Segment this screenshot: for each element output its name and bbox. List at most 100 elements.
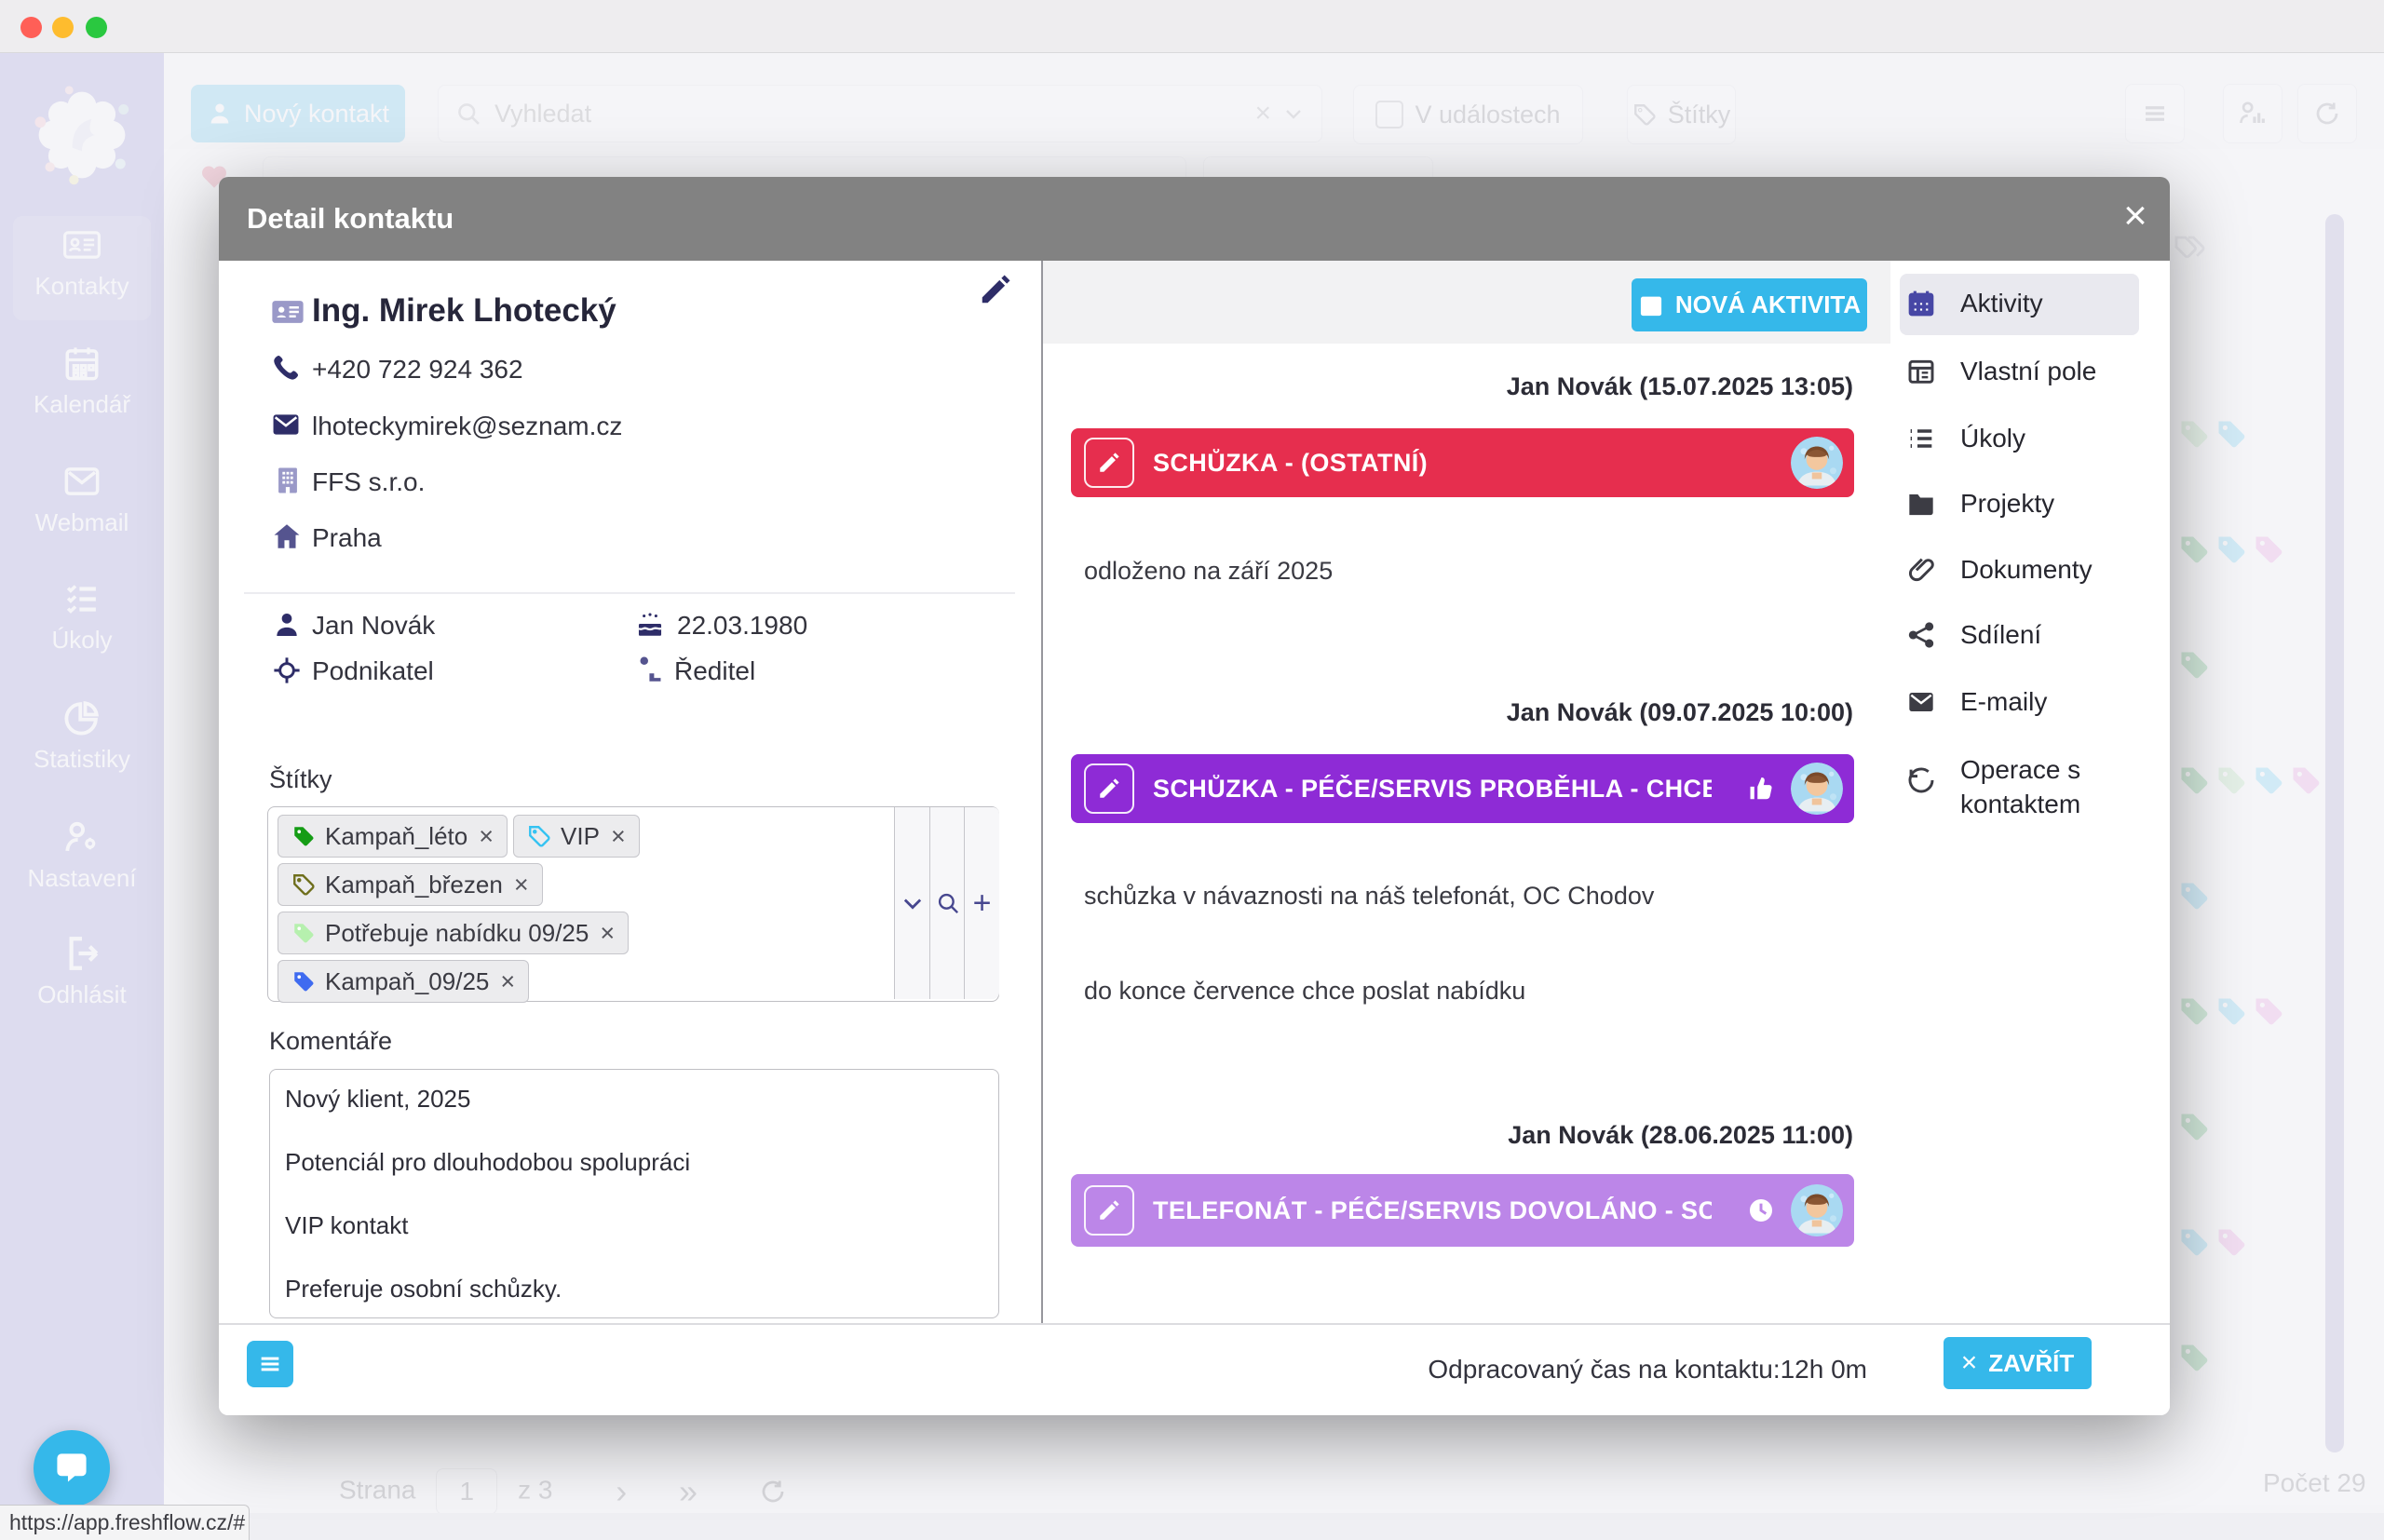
company-icon (272, 464, 304, 497)
edit-activity-icon[interactable] (1084, 438, 1134, 488)
status-url-tooltip: https://app.freshflow.cz/# (0, 1505, 250, 1540)
tags-section-label: Štítky (269, 765, 332, 793)
traffic-minimize-button[interactable] (52, 17, 74, 38)
tags-search-button[interactable] (929, 807, 965, 999)
tag-chip: Kampaň_09/25 × (278, 960, 530, 1003)
avatar (1791, 1184, 1843, 1236)
tag-chip: Kampaň_březen × (278, 863, 543, 906)
chevron-down-icon (900, 890, 926, 916)
tab-vlastni-pole[interactable]: Vlastní pole (1906, 357, 2096, 386)
edit-contact-icon[interactable] (978, 272, 1013, 307)
activity-card[interactable]: SCHŮZKA - (OSTATNÍ) (1071, 428, 1854, 497)
traffic-close-button[interactable] (20, 17, 42, 38)
activity-title: TELEFONÁT - PÉČE/SERVIS DOVOLÁNO - SCHŮZ… (1153, 1196, 1712, 1224)
contact-card-icon (267, 294, 308, 330)
activity-card[interactable]: TELEFONÁT - PÉČE/SERVIS DOVOLÁNO - SCHŮZ… (1071, 1174, 1854, 1247)
tag-chip: Potřebuje nabídku 09/25 × (278, 912, 630, 954)
owner-icon (272, 610, 302, 640)
activity-note: schůzka v návaznosti na náš telefonát, O… (1084, 882, 1655, 910)
remove-tag-icon[interactable]: × (610, 821, 626, 850)
birthday-cake-icon (634, 608, 666, 640)
contact-detail-modal: Detail kontaktu × Ing. Mirek Lhotecký +4… (219, 177, 2170, 1415)
worked-time-label: Odpracovaný čas na kontaktu:12h 0m (1428, 1355, 1867, 1384)
tab-sdileni[interactable]: Sdílení (1906, 620, 2041, 650)
footer-menu-button[interactable] (247, 1341, 293, 1387)
calendar-icon (1638, 292, 1664, 318)
edit-activity-icon[interactable] (1084, 1185, 1134, 1236)
activity-note: do konce července chce poslat nabídku (1084, 977, 1526, 1005)
contact-position: Ředitel (674, 656, 756, 685)
history-icon (1906, 765, 1936, 795)
menu-active-highlight (1900, 274, 2139, 335)
tag-icon (291, 872, 316, 897)
contact-owner: Jan Novák (312, 611, 436, 640)
clock-icon (1746, 1196, 1776, 1225)
contact-company: FFS s.r.o. (312, 467, 426, 496)
tag-chip: VIP × (513, 815, 640, 858)
share-icon (1906, 620, 1936, 650)
comments-section-label: Komentáře (269, 1027, 393, 1055)
remove-tag-icon[interactable]: × (500, 966, 516, 995)
tags-expand-button[interactable] (894, 807, 929, 999)
close-x-icon: × (1960, 1347, 1978, 1378)
new-activity-button[interactable]: NOVÁ AKTIVITA (1632, 278, 1867, 331)
modal-footer: Odpracovaný čas na kontaktu:12h 0m × ZAV… (219, 1323, 2170, 1415)
card-divider (244, 592, 1015, 594)
modal-close-icon[interactable]: × (2123, 193, 2147, 238)
activity-note: odloženo na září 2025 (1084, 557, 1334, 585)
contact-name: Ing. Mirek Lhotecký (312, 292, 616, 329)
tab-ukoly[interactable]: Úkoly (1906, 424, 2025, 453)
activity-card[interactable]: SCHŮZKA - PÉČE/SERVIS PROBĚHLA - CHCE PO… (1071, 754, 1854, 823)
tag-icon (291, 824, 316, 848)
contact-city: Praha (312, 523, 382, 552)
avatar (1791, 437, 1843, 489)
tab-dokumenty[interactable]: Dokumenty (1906, 555, 2093, 585)
modal-header: Detail kontaktu × (219, 177, 2170, 261)
segment-icon (272, 655, 302, 685)
macos-titlebar (0, 0, 2384, 53)
remove-tag-icon[interactable]: × (600, 918, 616, 947)
paperclip-icon (1906, 555, 1936, 585)
activity-author-line: Jan Novák (15.07.2025 13:05) (1506, 372, 1853, 400)
envelope-icon (1906, 687, 1936, 717)
contact-segment: Podnikatel (312, 656, 434, 685)
tab-operace-s-kontaktem[interactable]: Operace s kontaktem (1906, 752, 2156, 821)
contact-phone[interactable]: +420 722 924 362 (312, 355, 523, 384)
tag-icon (291, 969, 316, 993)
activity-author-line: Jan Novák (28.06.2025 11:00) (1508, 1121, 1853, 1149)
chat-bubble-icon (51, 1448, 92, 1489)
activity-title: SCHŮZKA - PÉČE/SERVIS PROBĚHLA - CHCE PO… (1153, 774, 1712, 803)
tag-chip: Kampaň_léto × (278, 815, 508, 858)
modal-title: Detail kontaktu (247, 202, 454, 235)
remove-tag-icon[interactable]: × (479, 821, 494, 850)
activity-title: SCHŮZKA - (OSTATNÍ) (1153, 448, 1429, 477)
tab-projekty[interactable]: Projekty (1906, 489, 2054, 519)
calendar-icon (1906, 289, 1936, 318)
home-city-icon (270, 520, 304, 552)
activity-author-line: Jan Novák (09.07.2025 10:00) (1506, 698, 1853, 726)
remove-tag-icon[interactable]: × (513, 870, 529, 898)
hamburger-icon (257, 1351, 283, 1377)
plus-icon: + (972, 885, 992, 921)
tags-box: Kampaň_léto × VIP × Kampaň_březen × Potř… (267, 806, 999, 1003)
contact-email[interactable]: lhoteckymirek@seznam.cz (312, 412, 623, 440)
tag-icon (527, 824, 551, 848)
tags-add-button[interactable]: + (964, 807, 999, 999)
tab-aktivity[interactable]: Aktivity (1906, 289, 2043, 318)
thumbs-up-icon (1746, 774, 1776, 804)
tab-emaily[interactable]: E-maily (1906, 687, 2047, 717)
folder-icon (1906, 489, 1936, 519)
chat-widget-button[interactable] (34, 1430, 110, 1506)
position-icon (632, 654, 664, 685)
tag-icon (291, 921, 316, 945)
close-modal-button[interactable]: × ZAVŘÍT (1944, 1337, 2092, 1389)
tasks-list-icon (1906, 424, 1936, 453)
panel-divider (1041, 261, 1043, 1323)
contact-birthday: 22.03.1980 (677, 611, 808, 640)
traffic-zoom-button[interactable] (86, 17, 107, 38)
edit-activity-icon[interactable] (1084, 763, 1134, 814)
email-icon (270, 409, 302, 440)
avatar (1791, 763, 1843, 815)
comments-textarea[interactable]: Nový klient, 2025 Potenciál pro dlouhodo… (269, 1069, 999, 1318)
custom-fields-icon (1906, 357, 1936, 386)
